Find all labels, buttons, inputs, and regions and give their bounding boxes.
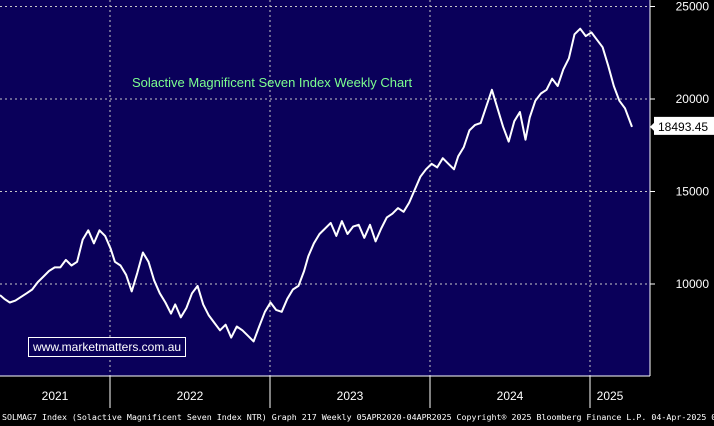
axes: 10000 15000 20000 25000 2021 2022 2023 2024 2025 bbox=[0, 0, 709, 408]
last-value-label: 18493.45 bbox=[658, 120, 708, 134]
series-line bbox=[0, 27, 633, 343]
y-axis-band bbox=[650, 0, 714, 408]
footer-caption: SOLMAG7 Index (Solactive Magnificent Sev… bbox=[0, 408, 714, 426]
y-tick-label: 15000 bbox=[676, 185, 710, 199]
watermark: www.marketmatters.com.au bbox=[28, 337, 187, 357]
line-chart: 10000 15000 20000 25000 2021 2022 2023 2024 2025… bbox=[0, 0, 714, 408]
last-value-pointer bbox=[650, 121, 655, 132]
x-tick-label: 2024 bbox=[497, 389, 524, 403]
y-tick-label: 20000 bbox=[676, 92, 710, 106]
chart-title: Solactive Magnificent Seven Index Weekly… bbox=[132, 75, 413, 90]
x-tick-label: 2021 bbox=[42, 389, 69, 403]
x-tick-label: 2025 bbox=[597, 389, 624, 403]
x-tick-label: 2023 bbox=[337, 389, 364, 403]
x-axis-band bbox=[0, 376, 650, 408]
y-tick-label: 10000 bbox=[676, 277, 710, 291]
last-value-box bbox=[654, 116, 714, 135]
x-tick-label: 2022 bbox=[177, 389, 204, 403]
last-value-callout: 18493.45 bbox=[650, 116, 714, 135]
grid-lines bbox=[0, 0, 650, 376]
y-tick-label: 25000 bbox=[676, 0, 710, 14]
series-layer bbox=[0, 27, 633, 343]
plot-background bbox=[0, 0, 650, 376]
